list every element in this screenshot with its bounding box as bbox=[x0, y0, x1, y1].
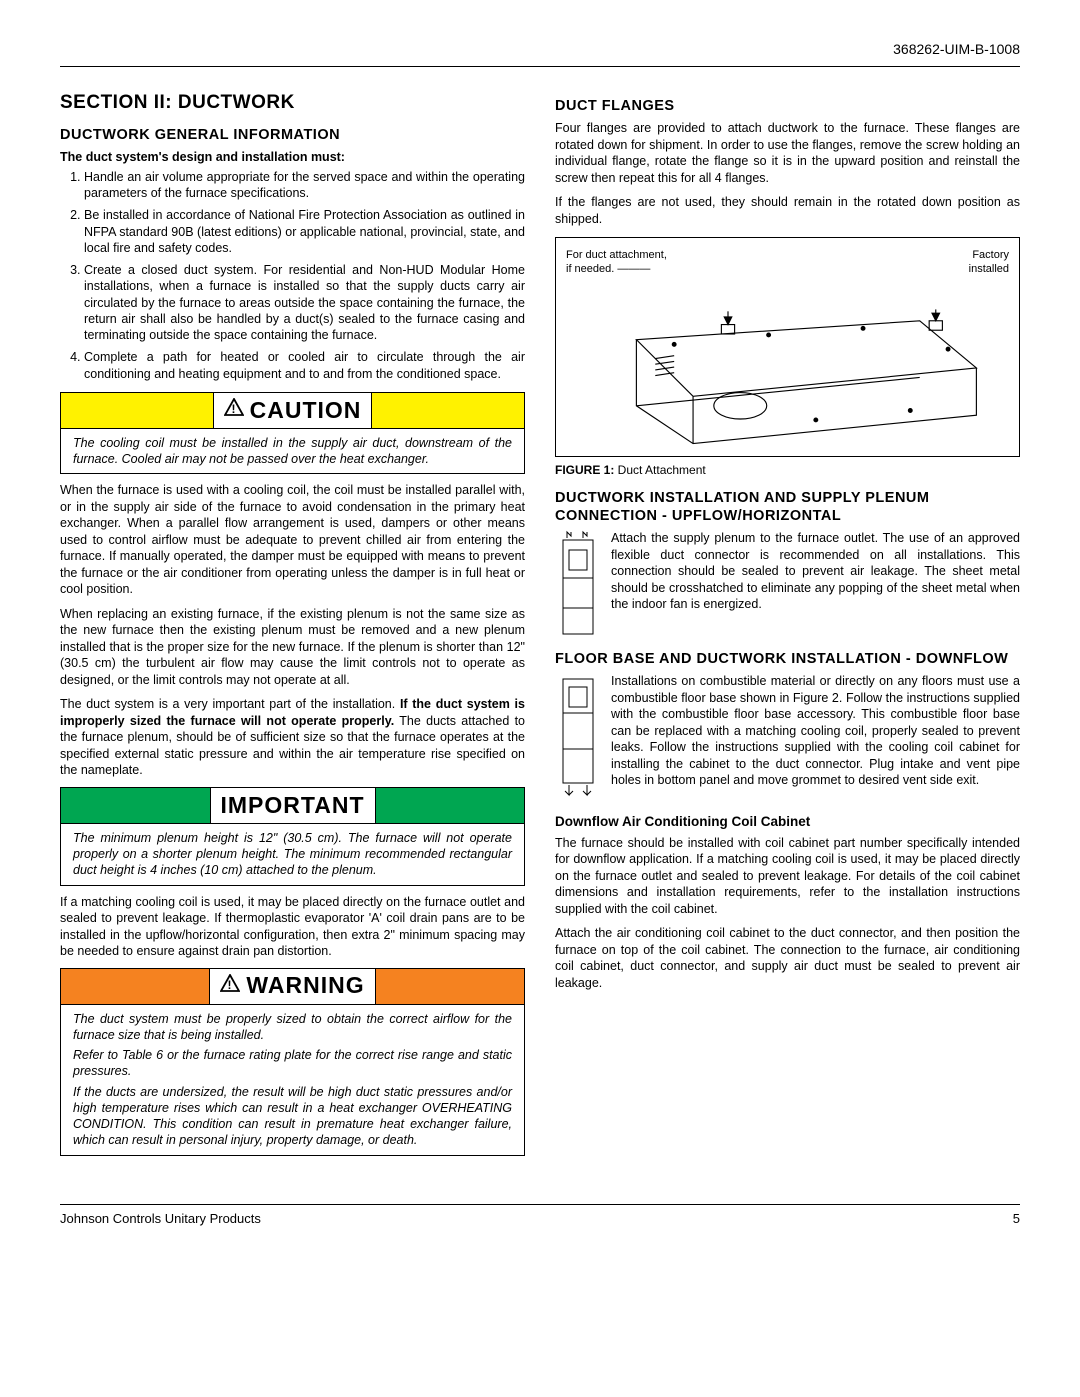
left-column: SECTION II: DUCTWORK DUCTWORK GENERAL IN… bbox=[60, 91, 525, 1164]
list-item: Complete a path for heated or cooled air… bbox=[84, 349, 525, 382]
paragraph: When the furnace is used with a cooling … bbox=[60, 482, 525, 598]
doc-id: 368262-UIM-B-1008 bbox=[60, 40, 1020, 58]
paragraph: The duct system is a very important part… bbox=[60, 696, 525, 779]
figure-caption: FIGURE 1: Duct Attachment bbox=[555, 463, 1020, 479]
downflow-block: Installations on combustible material or… bbox=[555, 673, 1020, 803]
paragraph: Attach the air conditioning coil cabinet… bbox=[555, 925, 1020, 991]
heading-install: DUCTWORK INSTALLATION AND SUPPLY PLENUM … bbox=[555, 489, 1020, 527]
caution-label: ! CAUTION bbox=[213, 393, 373, 428]
fig-label-right: Factory installed bbox=[969, 248, 1009, 277]
heading-floor: FLOOR BASE AND DUCTWORK INSTALLATION - D… bbox=[555, 650, 1020, 669]
warning-triangle-icon: ! bbox=[220, 974, 240, 998]
list-item: Create a closed duct system. For residen… bbox=[84, 262, 525, 343]
downflow-furnace-icon bbox=[555, 673, 601, 803]
section-title: SECTION II: DUCTWORK bbox=[60, 91, 525, 116]
list-item: Handle an air volume appropriate for the… bbox=[84, 169, 525, 202]
warning-stripe bbox=[61, 969, 209, 1004]
svg-text:!: ! bbox=[231, 402, 236, 416]
lead-text: The duct system's design and installatio… bbox=[60, 149, 525, 165]
caution-box: ! CAUTION The cooling coil must be insta… bbox=[60, 392, 525, 475]
design-list: Handle an air volume appropriate for the… bbox=[60, 169, 525, 382]
important-box: IMPORTANT The minimum plenum height is 1… bbox=[60, 787, 525, 886]
fig-label-left: For duct attachment, if needed. ——— bbox=[566, 248, 667, 277]
upflow-text: Attach the supply plenum to the furnace … bbox=[611, 530, 1020, 640]
footer-left: Johnson Controls Unitary Products bbox=[60, 1211, 261, 1228]
page-footer: Johnson Controls Unitary Products 5 bbox=[60, 1204, 1020, 1228]
list-item: Be installed in accordance of National F… bbox=[84, 207, 525, 256]
right-column: DUCT FLANGES Four flanges are provided t… bbox=[555, 91, 1020, 1164]
warning-body: The duct system must be properly sized t… bbox=[61, 1005, 524, 1155]
paragraph: Four flanges are provided to attach duct… bbox=[555, 120, 1020, 186]
caution-body: The cooling coil must be installed in th… bbox=[61, 429, 524, 474]
downflow-text: Installations on combustible material or… bbox=[611, 673, 1020, 803]
warning-box: ! WARNING The duct system must be proper… bbox=[60, 968, 525, 1156]
caution-stripe bbox=[61, 393, 213, 428]
duct-attachment-drawing bbox=[566, 283, 1009, 453]
important-label: IMPORTANT bbox=[210, 788, 376, 823]
warning-triangle-icon: ! bbox=[224, 398, 244, 422]
heading-general: DUCTWORK GENERAL INFORMATION bbox=[60, 126, 525, 145]
paragraph: If a matching cooling coil is used, it m… bbox=[60, 894, 525, 960]
important-stripe bbox=[376, 788, 525, 823]
footer-page-number: 5 bbox=[1013, 1211, 1020, 1228]
heading-flanges: DUCT FLANGES bbox=[555, 97, 1020, 116]
warning-label: ! WARNING bbox=[209, 969, 375, 1004]
important-body: The minimum plenum height is 12" (30.5 c… bbox=[61, 824, 524, 885]
svg-text:!: ! bbox=[228, 978, 233, 992]
paragraph: If the flanges are not used, they should… bbox=[555, 194, 1020, 227]
top-rule bbox=[60, 66, 1020, 67]
paragraph: When replacing an existing furnace, if t… bbox=[60, 606, 525, 689]
two-column-layout: SECTION II: DUCTWORK DUCTWORK GENERAL IN… bbox=[60, 91, 1020, 1164]
paragraph: The furnace should be installed with coi… bbox=[555, 835, 1020, 918]
caution-stripe bbox=[372, 393, 524, 428]
heading-downflow-coil: Downflow Air Conditioning Coil Cabinet bbox=[555, 813, 1020, 831]
important-stripe bbox=[61, 788, 210, 823]
warning-stripe bbox=[376, 969, 524, 1004]
upflow-furnace-icon bbox=[555, 530, 601, 640]
figure-1-box: For duct attachment, if needed. ——— Fact… bbox=[555, 237, 1020, 457]
upflow-block: Attach the supply plenum to the furnace … bbox=[555, 530, 1020, 640]
